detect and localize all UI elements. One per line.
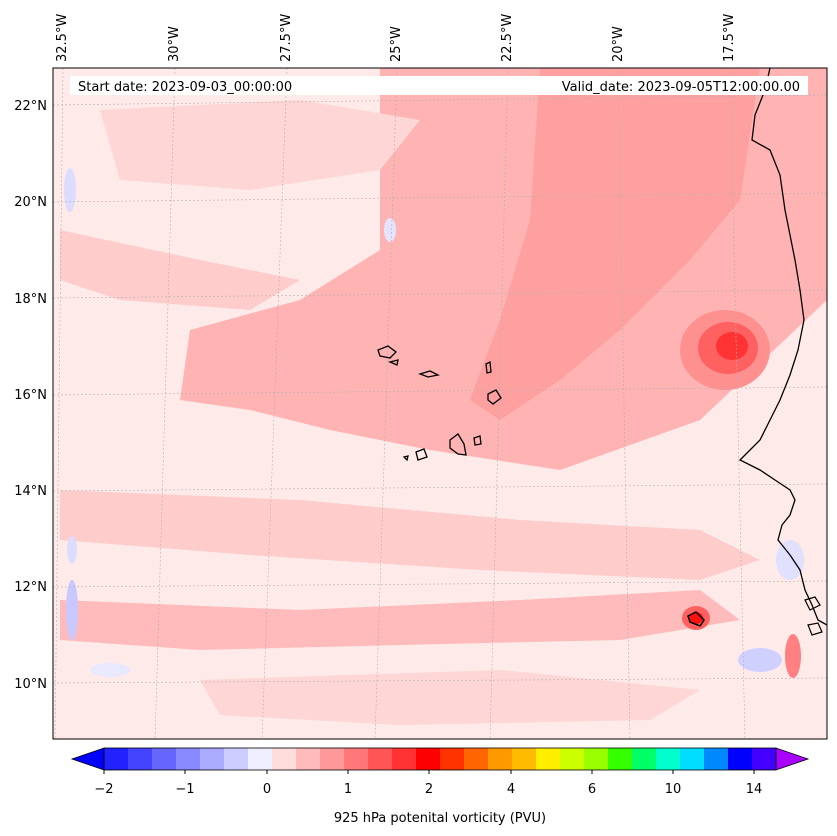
pv-negative-patch xyxy=(776,540,804,580)
colorbar-tick-label: 6 xyxy=(588,782,596,797)
pv-field-band xyxy=(60,230,300,310)
colorbar-swatch xyxy=(488,748,513,770)
colorbar-extend-min xyxy=(70,747,105,771)
longitude-tick-label: 27.5°W xyxy=(279,14,294,62)
pv-field-band xyxy=(60,590,740,650)
island xyxy=(804,596,821,611)
graticule xyxy=(53,68,827,739)
longitude-tick-label: 30°W xyxy=(167,26,182,62)
colorbar-swatch xyxy=(368,748,393,770)
colorbar-swatch xyxy=(752,748,777,770)
pv-field-band xyxy=(60,490,760,580)
colorbar-swatch xyxy=(296,748,321,770)
pv-field-band xyxy=(100,100,420,190)
map-panel xyxy=(53,68,827,739)
colorbar-swatch xyxy=(416,748,441,770)
pv-max-region xyxy=(785,634,801,678)
colorbar-tick-label: 0 xyxy=(263,782,271,797)
longitude-tick-label: 32.5°W xyxy=(55,14,70,62)
island xyxy=(387,359,399,366)
pv-negative-patch xyxy=(67,536,77,564)
valid-date-text: Valid_date: 2023-09-05T12:00:00.00 xyxy=(562,80,800,95)
colorbar-swatch xyxy=(272,748,297,770)
colorbar-label: 925 hPa potenital vorticity (PVU) xyxy=(334,811,546,826)
island xyxy=(417,370,440,378)
map-frame xyxy=(52,67,828,740)
header-box xyxy=(70,76,808,95)
colorbar-swatch xyxy=(200,748,225,770)
colorbar-swatch xyxy=(704,748,729,770)
colorbar-swatch xyxy=(248,748,273,770)
colorbar-swatch xyxy=(584,748,609,770)
pv-negative-patch xyxy=(384,218,396,242)
colorbar-swatch xyxy=(176,748,201,770)
colorbar-tick-label: 14 xyxy=(746,782,763,797)
pv-negative-patch xyxy=(66,580,78,640)
colorbar-swatch xyxy=(128,748,153,770)
latitude-tick-labels: 22°N 20°N 18°N 16°N 14°N 12°N 10°N xyxy=(14,99,47,692)
colorbar-tick-label: 4 xyxy=(507,782,515,797)
latitude-tick-label: 16°N xyxy=(14,388,47,403)
colorbar-swatch xyxy=(344,748,369,770)
latitude-tick-label: 20°N xyxy=(14,195,47,210)
colorbar-tick-label: −1 xyxy=(175,782,194,797)
colorbar-tick-label: 1 xyxy=(344,782,352,797)
colorbar: −2 −1 0 1 2 4 6 10 14 xyxy=(70,747,810,797)
island xyxy=(377,345,397,359)
pv-negative-patch xyxy=(64,168,76,212)
africa-coastline xyxy=(738,68,827,626)
island xyxy=(402,455,409,462)
island xyxy=(415,448,428,461)
colorbar-swatch xyxy=(656,748,681,770)
start-date-text: Start date: 2023-09-03_00:00:00 xyxy=(78,80,292,95)
island xyxy=(449,433,467,456)
colorbar-swatch xyxy=(320,748,345,770)
longitude-tick-labels: 32.5°W 30°W 27.5°W 25°W 22.5°W 20°W 17.5°W xyxy=(55,14,737,62)
pv-field-band xyxy=(470,68,760,420)
island xyxy=(807,622,823,636)
colorbar-tick-label: −2 xyxy=(94,782,113,797)
pv-negative-patch xyxy=(90,663,130,677)
colorbar-swatch xyxy=(392,748,417,770)
longitude-tick-label: 17.5°W xyxy=(722,14,737,62)
colorbar-frame xyxy=(103,747,777,771)
colorbar-swatch xyxy=(224,748,249,770)
island xyxy=(485,360,492,374)
latitude-tick-label: 18°N xyxy=(14,292,47,307)
latitude-tick-label: 22°N xyxy=(14,99,47,114)
island xyxy=(487,389,502,405)
colorbar-swatch xyxy=(728,748,753,770)
colorbar-tick-label: 2 xyxy=(425,782,433,797)
island xyxy=(473,435,482,446)
colorbar-swatch xyxy=(440,748,465,770)
colorbar-swatch xyxy=(536,748,561,770)
colorbar-swatch xyxy=(152,748,177,770)
longitude-tick-label: 22.5°W xyxy=(500,14,515,62)
longitude-tick-label: 20°W xyxy=(611,26,626,62)
colorbar-swatch xyxy=(680,748,705,770)
colorbar-swatch xyxy=(608,748,633,770)
pv-field-band xyxy=(200,670,700,725)
latitude-tick-label: 14°N xyxy=(14,484,47,499)
colorbar-swatch xyxy=(464,748,489,770)
colorbar-extend-max xyxy=(775,747,810,771)
pv-max-region xyxy=(716,332,748,360)
longitude-tick-label: 25°W xyxy=(389,26,404,62)
island xyxy=(687,611,705,627)
colorbar-swatch xyxy=(560,748,585,770)
colorbar-swatch xyxy=(104,748,129,770)
colorbar-swatch xyxy=(632,748,657,770)
colorbar-tick-label: 10 xyxy=(665,782,682,797)
latitude-tick-label: 10°N xyxy=(14,677,47,692)
colorbar-swatch xyxy=(512,748,537,770)
latitude-tick-label: 12°N xyxy=(14,580,47,595)
pv-negative-patch xyxy=(738,648,782,672)
